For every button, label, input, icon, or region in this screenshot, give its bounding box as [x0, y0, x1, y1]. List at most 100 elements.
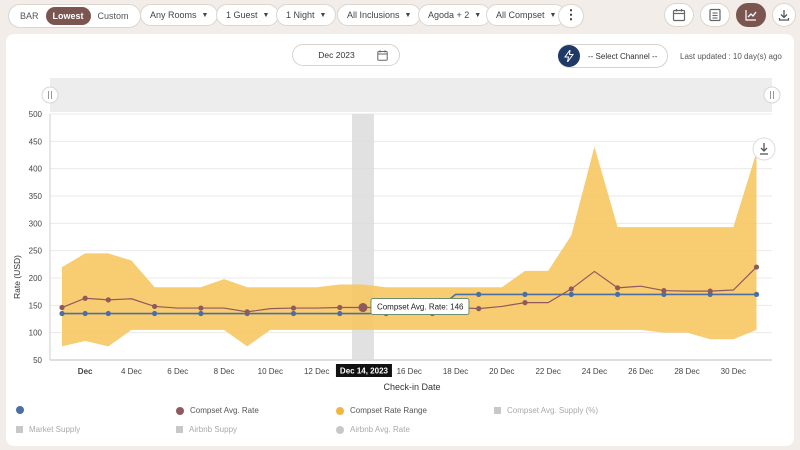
legend-label: Market Supply [29, 425, 81, 434]
guests-dropdown[interactable]: 1 Guest ▼ [216, 4, 280, 26]
calendar-view-button[interactable] [664, 3, 694, 27]
navigator-right-handle[interactable] [763, 86, 781, 104]
own-rate-point[interactable] [105, 310, 111, 317]
y-tick-label: 200 [29, 274, 43, 283]
chevron-down-icon: ▼ [474, 11, 482, 19]
legend-square [16, 426, 23, 433]
chevron-down-icon: ▼ [262, 11, 270, 19]
legend-item-compset-avg-supply[interactable]: Compset Avg. Supply (%) [494, 406, 598, 415]
compset-avg-rate-point[interactable] [59, 304, 65, 311]
compset-avg-rate-point[interactable] [290, 305, 297, 311]
inclusions-dropdown-label: All Inclusions [347, 10, 400, 20]
table-icon [709, 8, 721, 22]
own-rate-point[interactable] [152, 310, 158, 317]
graph-view-button[interactable] [736, 3, 766, 27]
legend-item-own-rate[interactable] [16, 406, 30, 414]
x-tick-label: 8 Dec [214, 367, 235, 376]
legend-item-compset-avg-rate[interactable]: Compset Avg. Rate [176, 406, 259, 415]
y-tick-label: 300 [29, 219, 43, 228]
compset-avg-rate-point[interactable] [152, 303, 158, 310]
legend-label: Compset Rate Range [350, 406, 427, 415]
x-tick-label: 10 Dec [258, 367, 283, 376]
inclusions-dropdown[interactable]: All Inclusions ▼ [337, 4, 422, 26]
x-tick-label: 26 Dec [628, 367, 653, 376]
rate-range-area [62, 146, 757, 347]
own-rate-point[interactable] [198, 310, 204, 317]
y-tick-label: 400 [29, 165, 43, 174]
compset-avg-rate-point[interactable] [476, 306, 482, 312]
navigator-left-handle[interactable] [41, 86, 59, 104]
legend-item-compset-rate-range[interactable]: Compset Rate Range [336, 406, 427, 415]
download-icon [760, 143, 768, 155]
table-view-button[interactable] [700, 3, 730, 27]
calendar-icon [376, 49, 388, 61]
own-rate-point[interactable] [337, 310, 343, 317]
x-tick-label: Dec [78, 367, 93, 376]
own-rate-point[interactable] [568, 291, 574, 297]
y-tick-label: 100 [29, 329, 43, 338]
legend-label: Compset Avg. Rate [190, 406, 259, 415]
compset-avg-rate-point[interactable] [244, 309, 250, 315]
tooltip-label: Compset Avg. Rate: 146 [377, 303, 464, 312]
nights-dropdown[interactable]: 1 Night ▼ [276, 4, 337, 26]
own-rate-point[interactable] [59, 310, 65, 317]
x-tick-label: 16 Dec [397, 367, 422, 376]
line-chart-icon [745, 10, 757, 21]
compset-avg-rate-point[interactable] [707, 288, 713, 294]
y-tick-label: 50 [33, 356, 42, 365]
tooltip: Compset Avg. Rate: 146 [370, 298, 470, 316]
own-rate-point[interactable] [82, 310, 88, 317]
compset-avg-rate-point[interactable] [105, 297, 111, 303]
compset-avg-rate-point[interactable] [337, 304, 343, 311]
compset-dropdown[interactable]: All Compset ▼ [486, 4, 567, 26]
chevron-down-icon: ▼ [201, 11, 209, 19]
x-tick-label: 12 Dec [304, 367, 329, 376]
tab-bar[interactable]: BAR [20, 11, 39, 21]
x-tick-label: 20 Dec [489, 367, 514, 376]
compset-avg-rate-point[interactable] [753, 264, 760, 270]
top-toolbar: BAR Lowest Custom Any Rooms ▼ 1 Guest ▼ 1 … [0, 0, 800, 32]
x-tick-label: 4 Dec [121, 367, 142, 376]
more-options-icon[interactable]: ⋮ [558, 4, 584, 28]
legend-item-airbnb-supply[interactable]: Airbnb Suppy [176, 425, 237, 434]
active-data-point[interactable] [358, 303, 368, 313]
y-tick-label: 250 [29, 247, 43, 256]
rooms-dropdown[interactable]: Any Rooms ▼ [140, 4, 219, 26]
nights-dropdown-label: 1 Night [286, 10, 315, 20]
own-rate-point[interactable] [290, 310, 297, 317]
compset-avg-rate-point[interactable] [198, 305, 204, 311]
own-rate-point[interactable] [522, 291, 528, 297]
download-button[interactable] [772, 3, 796, 27]
x-tick-label: 30 Dec [721, 367, 746, 376]
range-navigator[interactable] [50, 78, 772, 112]
tab-lowest[interactable]: Lowest [45, 7, 91, 25]
x-tick-label-active: Dec 14, 2023 [340, 367, 389, 376]
compset-avg-rate-point[interactable] [661, 287, 667, 294]
x-tick-highlight-box [335, 364, 392, 377]
legend-label: Airbnb Suppy [189, 425, 238, 434]
legend-dot [336, 406, 344, 415]
legend-dot [176, 406, 184, 415]
channels-dropdown[interactable]: Agoda + 2 ▼ [418, 4, 492, 26]
month-selector[interactable]: Dec 2023 [292, 44, 400, 66]
y-tick-label: 350 [29, 192, 43, 201]
compset-avg-rate-point[interactable] [82, 295, 88, 301]
legend-label: Compset Avg. Supply (%) [507, 406, 599, 415]
compset-avg-rate-point[interactable] [568, 286, 574, 292]
compset-avg-rate-point[interactable] [522, 300, 528, 306]
chart-download-button[interactable] [752, 137, 776, 161]
legend-item-airbnb-avg-rate[interactable]: Airbnb Avg. Rate [336, 425, 410, 434]
guests-dropdown-label: 1 Guest [226, 10, 258, 20]
tab-custom[interactable]: Custom [97, 11, 129, 21]
legend-dot [16, 406, 24, 414]
own-rate-point[interactable] [615, 291, 621, 297]
legend-item-market-supply[interactable]: Market Supply [16, 425, 80, 434]
own-rate-point[interactable] [753, 291, 760, 297]
compset-avg-rate-point[interactable] [615, 285, 621, 291]
own-rate-point[interactable] [476, 291, 482, 297]
channel-selector[interactable]: -- Select Channel -- [558, 44, 668, 68]
y-tick-label: 150 [29, 301, 43, 310]
own-rate-point[interactable] [661, 291, 667, 297]
chart-card: Dec 2023 -- Select Channel -- Last updat… [6, 34, 794, 446]
x-axis-label: Check-in Date [383, 382, 440, 392]
